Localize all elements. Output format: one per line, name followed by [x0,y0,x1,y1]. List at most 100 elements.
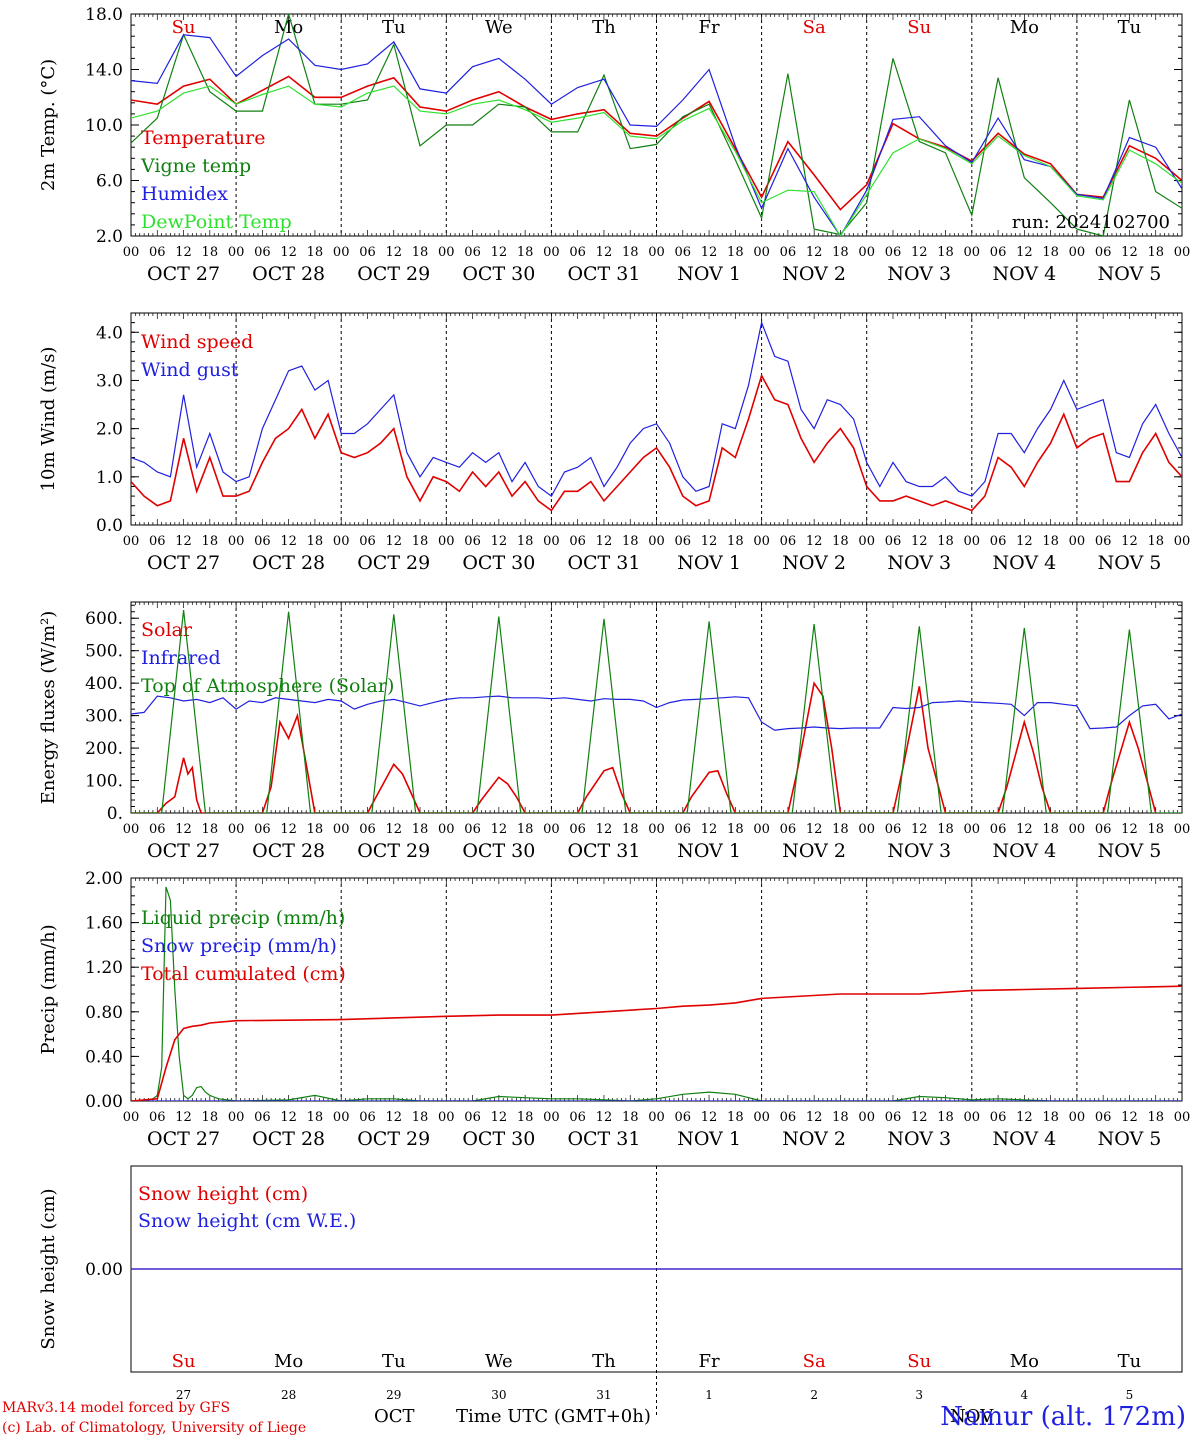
hour-tick-label: 06 [780,1110,797,1125]
hour-tick-label: 12 [385,245,402,260]
hour-tick-label: 00 [858,534,875,549]
day-number-label: 29 [386,1388,401,1402]
hour-tick-label: 12 [1121,822,1138,837]
hour-tick-label: 00 [753,534,770,549]
date-label: OCT 29 [357,263,430,285]
station-name: Namur (alt. 172m) [940,1402,1186,1432]
panel-3: 00 06 12 18 OCT 27 00 06 12 18 OCT 28 00 06 12 18 OCT … [38,601,1190,862]
hour-tick-label: 18 [307,534,324,549]
hour-tick-label: 12 [911,822,928,837]
panel-2: 00 06 12 18 OCT 27 00 06 12 18 OCT 28 00 06 12 18 OCT … [38,312,1190,574]
hour-tick-label: 06 [780,245,797,260]
hour-tick-label: 12 [806,1110,823,1125]
hour-tick-label: 00 [1069,534,1086,549]
hour-tick-label: 06 [1095,1110,1112,1125]
y-axis-label: Energy fluxes (W/m²) [38,611,59,805]
weekday-label: Mo [274,17,303,38]
y-axis-label: Snow height (cm) [38,1188,59,1349]
hour-tick-label: 06 [569,245,586,260]
hour-tick-label: 12 [385,534,402,549]
hour-tick-label: 00 [228,245,245,260]
y-tick-label: 500. [85,642,123,662]
date-label: OCT 30 [462,1128,535,1150]
hour-tick-label: 18 [307,822,324,837]
legend-entry: Infrared [141,647,221,669]
hour-tick-label: 06 [1095,245,1112,260]
hour-tick-label: 12 [701,1110,718,1125]
day-number-label: 2 [810,1388,818,1402]
hour-tick-label: 18 [832,534,849,549]
date-label: NOV 3 [887,263,951,285]
hour-tick-label: 12 [175,1110,192,1125]
legend-entry: Vigne temp [140,155,251,177]
hour-tick-label: 06 [569,822,586,837]
series-line-3 [131,34,1182,236]
y-tick-label: 0. [107,804,123,824]
y-tick-label: 1.20 [85,958,123,978]
hour-tick-label: 18 [622,534,639,549]
hour-tick-label: 00 [333,245,350,260]
date-label: OCT 28 [252,1128,325,1150]
hour-tick-label: 12 [596,822,613,837]
hour-tick-label: 18 [622,1110,639,1125]
date-label: OCT 31 [567,1128,640,1150]
hour-tick-label: 18 [202,534,219,549]
hour-tick-label: 06 [885,534,902,549]
month-label-oct: OCT [374,1406,415,1427]
date-label: OCT 31 [567,840,640,862]
hour-tick-label: 12 [385,822,402,837]
hour-tick-label: 12 [491,245,508,260]
hour-tick-label: 12 [701,245,718,260]
weekday-label: Sa [803,17,826,38]
hour-tick-label: 06 [780,822,797,837]
hour-tick-label: 18 [622,245,639,260]
legend-entry: Snow precip (mm/h) [141,935,337,957]
hour-tick-label: 18 [412,1110,429,1125]
series-line-1 [131,373,1182,512]
hour-tick-label: 12 [911,534,928,549]
date-label: OCT 31 [567,263,640,285]
day-number-label: 30 [491,1388,506,1402]
legend-entry: Top of Atmosphere (Solar) [141,675,394,697]
hour-tick-label: 06 [464,245,481,260]
y-tick-label: 400. [85,674,123,694]
series-line-2 [131,695,1182,731]
hour-tick-label: 00 [858,822,875,837]
hour-tick-label: 18 [1042,822,1059,837]
hour-tick-label: 12 [280,822,297,837]
y-tick-label: 0.0 [96,516,123,536]
y-tick-label: 6.0 [96,172,123,192]
legend-entry: Wind speed [141,331,253,353]
hour-tick-label: 18 [1042,534,1059,549]
hour-tick-label: 18 [517,245,534,260]
weekday-label: Mo [1010,17,1039,38]
hour-tick-label: 06 [675,1110,692,1125]
lab-credit: (c) Lab. of Climatology, University of L… [2,1420,307,1436]
hour-tick-label: 06 [990,1110,1007,1125]
y-tick-label: 4.0 [96,323,123,343]
hour-tick-label: 00 [123,1110,140,1125]
hour-tick-label: 06 [990,534,1007,549]
hour-tick-label: 00 [1069,1110,1086,1125]
date-label: NOV 4 [992,1128,1056,1150]
hour-tick-label: 00 [964,1110,981,1125]
hour-tick-label: 00 [123,822,140,837]
date-label: NOV 1 [677,1128,741,1150]
hour-tick-label: 12 [1121,245,1138,260]
hour-tick-label: 12 [1016,534,1033,549]
date-label: OCT 31 [567,552,640,574]
hour-tick-label: 12 [175,245,192,260]
hour-tick-label: 00 [228,1110,245,1125]
hour-tick-label: 12 [596,1110,613,1125]
hour-tick-label: 06 [675,534,692,549]
y-tick-label: 0.40 [85,1047,123,1067]
legend-entry: Wind gust [141,359,239,381]
date-label: NOV 4 [992,552,1056,574]
hour-tick-label: 06 [885,822,902,837]
hour-tick-label: 18 [307,1110,324,1125]
y-tick-label: 2.0 [96,227,123,247]
date-label: NOV 5 [1098,263,1162,285]
hour-tick-label: 18 [202,822,219,837]
hour-tick-label: 06 [675,822,692,837]
day-number-label: 27 [176,1388,191,1402]
